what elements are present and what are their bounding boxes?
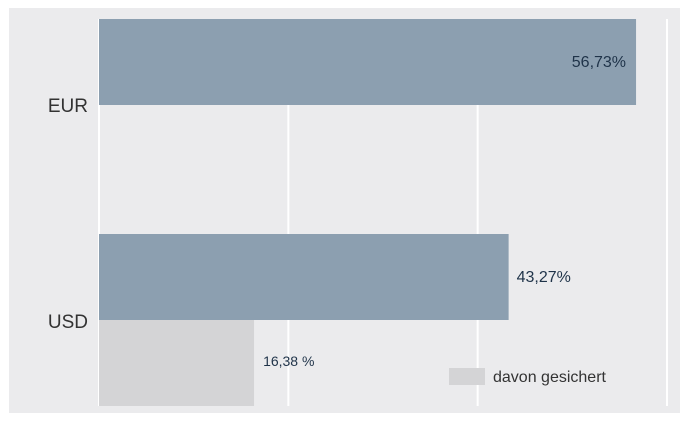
data-labels: 56,73% 43,27% 16,38 % — [263, 54, 626, 369]
data-label-hedged-usd: 16,38 % — [263, 353, 314, 369]
legend-label-hedged: davon gesichert — [493, 369, 607, 386]
bar-hedged-usd — [99, 320, 255, 406]
legend: davon gesichert — [449, 368, 607, 386]
category-label-eur: EUR — [48, 96, 88, 117]
legend-swatch-hedged — [449, 368, 485, 385]
bar-total-eur — [99, 19, 637, 105]
bar-total-usd — [99, 234, 509, 320]
data-label-total-eur: 56,73% — [572, 54, 626, 71]
bars — [99, 19, 637, 406]
category-label-usd: USD — [48, 312, 88, 333]
category-labels: EUR USD — [48, 96, 88, 333]
data-label-total-usd: 43,27% — [517, 269, 571, 286]
